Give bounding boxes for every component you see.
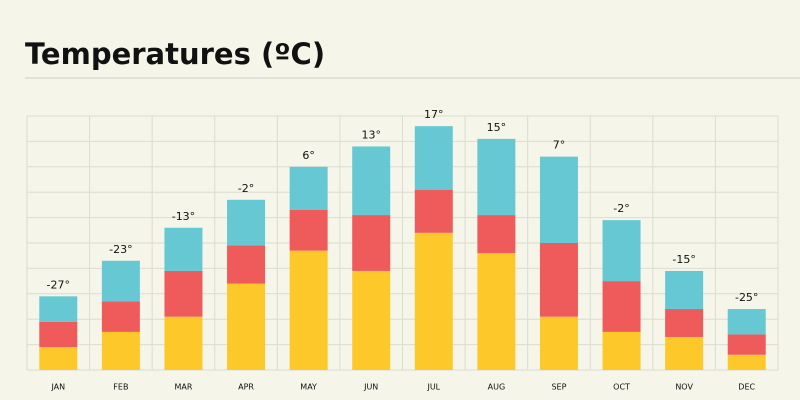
bar-segment [414, 232, 453, 370]
bar-segment [101, 331, 140, 370]
bar-segment [414, 126, 453, 190]
bar-segment [539, 156, 578, 243]
bar-segment [352, 215, 391, 271]
bar-segment [539, 316, 578, 370]
bar-segment [227, 245, 266, 284]
x-tick-label: NOV [675, 383, 693, 392]
x-tick-label: JUN [363, 383, 378, 392]
bar-label: -25° [735, 291, 758, 304]
bar-segment [727, 334, 766, 355]
x-tick-label: APR [238, 383, 254, 392]
bar-label: -2° [613, 202, 629, 215]
bar-segment [101, 260, 140, 302]
bar-label: 7° [553, 139, 566, 152]
bar-segment [477, 138, 516, 216]
x-tick-label: JAN [50, 383, 65, 392]
bar-segment [289, 209, 328, 251]
x-tick-label: AUG [488, 383, 506, 392]
bar-label: -23° [109, 243, 132, 256]
bar-segment [477, 215, 516, 254]
bar-segment [39, 347, 78, 370]
x-tick-label: DEC [738, 383, 755, 392]
bar-label: -2° [238, 182, 254, 195]
bar-segment [289, 166, 328, 210]
x-tick-label: MAR [174, 383, 192, 392]
bar-segment [414, 189, 453, 233]
bar-segment [164, 227, 203, 271]
chart-title: Temperatures (ºC) [25, 37, 325, 71]
bar-segment [665, 309, 704, 337]
bar-segment [602, 331, 641, 370]
x-tick-label: SEP [551, 383, 566, 392]
bar-segment [727, 309, 766, 335]
bar-label: 6° [302, 149, 315, 162]
bar-label: 13° [361, 128, 381, 141]
bar-segment [289, 250, 328, 370]
bar-segment [352, 146, 391, 216]
x-tick-label: FEB [113, 383, 128, 392]
bar-label: 15° [487, 121, 507, 134]
bar-segment [477, 253, 516, 370]
bar-segment [227, 199, 266, 246]
bar-segment [665, 336, 704, 370]
bar-segment [602, 281, 641, 332]
x-tick-label: MAY [300, 383, 317, 392]
bar-segment [665, 270, 704, 310]
bar-segment [164, 270, 203, 317]
bar-segment [352, 270, 391, 370]
bar-segment [727, 354, 766, 370]
bar-label: 17° [424, 108, 444, 121]
bar-segment [101, 301, 140, 332]
bar-segment [227, 283, 266, 370]
bar-segment [602, 220, 641, 282]
bar-segment [39, 321, 78, 348]
bar-segment [39, 296, 78, 322]
bar-label: -13° [172, 210, 195, 223]
bar-label: -15° [672, 253, 695, 266]
x-tick-label: JUL [426, 383, 440, 392]
x-tick-label: OCT [613, 383, 630, 392]
bar-label: -27° [47, 278, 70, 291]
bar-segment [164, 316, 203, 370]
bar-segment [539, 243, 578, 317]
